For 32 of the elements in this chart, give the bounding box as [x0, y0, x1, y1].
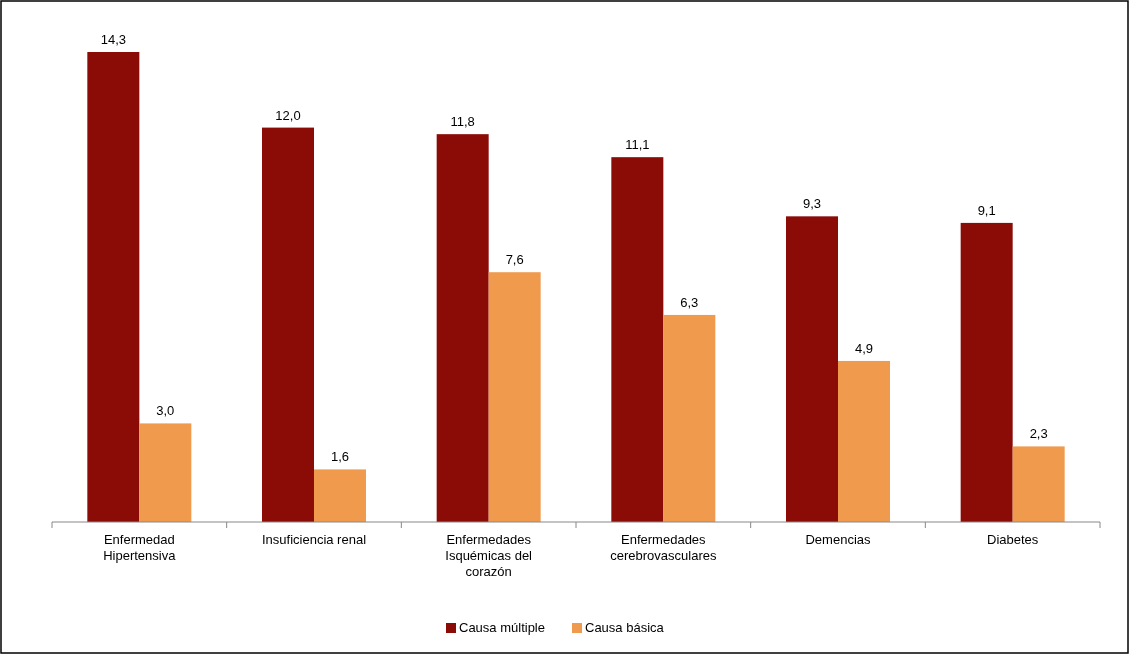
- bar: [262, 127, 314, 522]
- bar: [436, 134, 489, 522]
- bar: [314, 469, 366, 522]
- bar: [488, 272, 541, 522]
- legend-label: Causa múltiple: [459, 620, 545, 635]
- x-tick-label: Insuficiencia renal: [261, 532, 367, 547]
- x-tick-label: Diabetes: [987, 532, 1039, 547]
- data-label: 1,6: [330, 449, 350, 465]
- x-tick-label: Enfermedad Hipertensiva: [103, 532, 177, 563]
- data-label: 6,3: [680, 294, 699, 310]
- data-label: 4,9: [854, 340, 874, 356]
- bar: [139, 423, 192, 522]
- x-tick-label: Demencias: [805, 532, 872, 547]
- bar: [960, 222, 1013, 522]
- bar: [838, 360, 890, 522]
- data-label: 7,6: [505, 252, 524, 268]
- data-label: 12,0: [275, 107, 301, 123]
- bar: [663, 314, 716, 522]
- x-tick-label: Enfermedades Isquémicas del corazón: [445, 532, 533, 579]
- bar: [87, 52, 140, 522]
- data-label: 14,3: [100, 32, 126, 47]
- bar: [611, 157, 664, 522]
- data-label: 3,0: [156, 403, 175, 419]
- data-label: 11,8: [450, 114, 475, 130]
- data-label: 9,1: [977, 202, 996, 218]
- data-label: 11,1: [625, 137, 650, 153]
- data-label: 2,3: [1029, 426, 1048, 442]
- data-label: 9,3: [802, 196, 822, 212]
- legend-label: Causa básica: [585, 620, 665, 635]
- bar: [786, 216, 838, 522]
- x-tick-label: Enfermedades cerebrovasculares: [610, 532, 717, 563]
- bar: [1012, 446, 1065, 522]
